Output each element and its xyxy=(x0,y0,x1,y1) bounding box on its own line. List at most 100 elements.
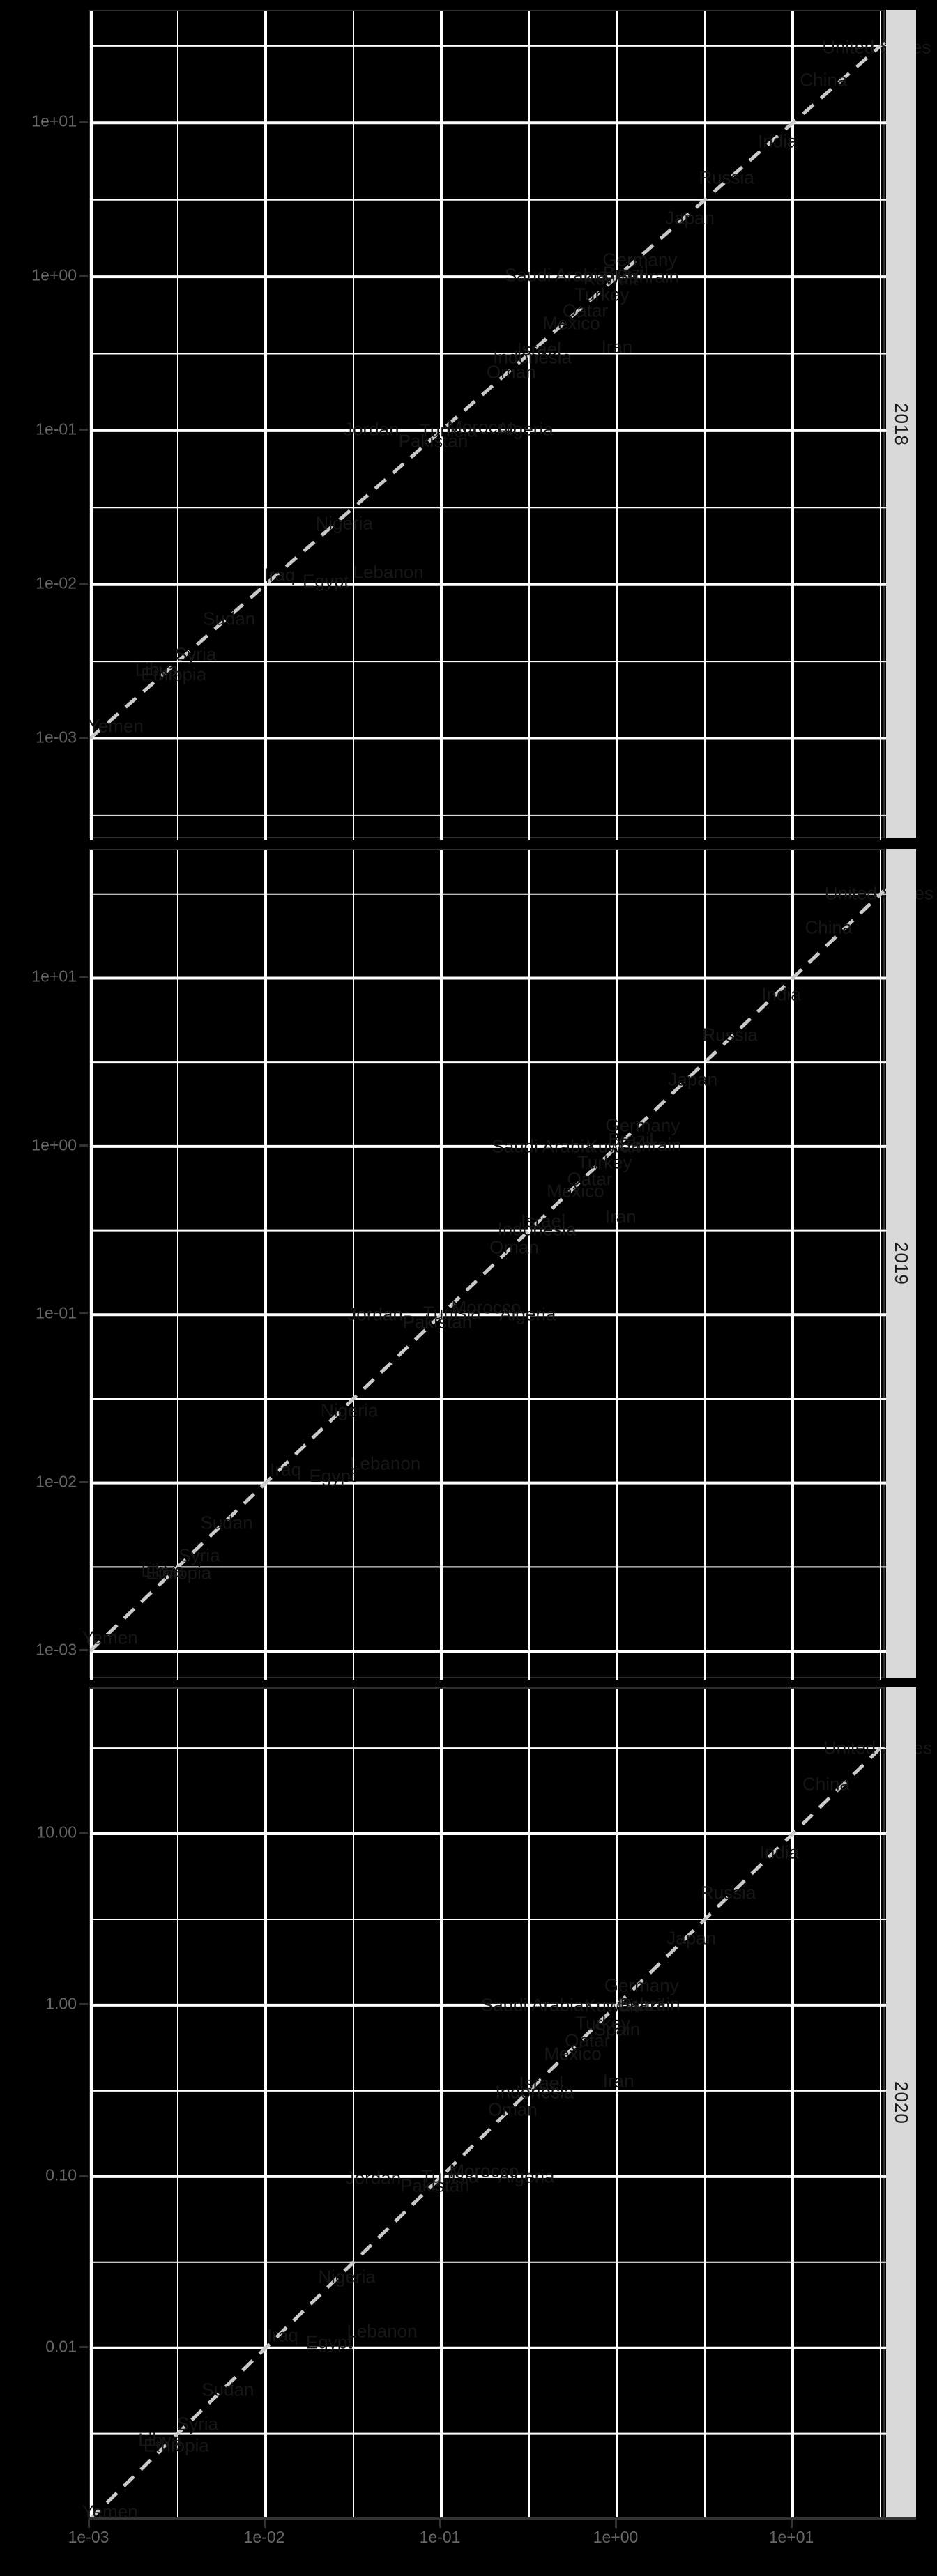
facet-strip-2019: 2019 xyxy=(886,849,916,1678)
country-point-label: Japan xyxy=(666,1927,717,1949)
y-axis-tick-mark xyxy=(79,1649,88,1652)
plot-panel-2018: Yemen Libya Ethiopia Syria Sudan Iraq Egypt Nig… xyxy=(88,10,931,840)
country-point-label: Israel xyxy=(517,338,561,360)
x-axis-tick-label: 1e+00 xyxy=(593,2528,639,2546)
plot-panel-2020: Yemen Libya Ethiopia Syria Sudan Iraq Egypt Nig… xyxy=(82,1687,932,2522)
y-axis-tick-mark xyxy=(79,2002,88,2005)
country-point-label: Kuwait xyxy=(584,1995,639,2016)
y-axis-tick-mark xyxy=(79,582,88,585)
country-point-label: Tunisia xyxy=(420,2165,479,2187)
x-axis-tick-label: 1e-01 xyxy=(419,2528,461,2546)
country-point-label: Yemen xyxy=(82,1627,138,1648)
country-point-label: Saudi Arabia xyxy=(504,264,608,286)
y-axis-tick-mark xyxy=(79,976,88,979)
facet-strip-2020: 2020 xyxy=(886,1687,916,2518)
y-axis-tick-label: 1e-01 xyxy=(36,1303,77,1322)
country-point-label: Lebanon xyxy=(353,561,424,583)
country-point-label: Algeria xyxy=(498,2165,555,2187)
country-point-label: Lebanon xyxy=(346,2320,418,2342)
x-axis-tick-label: 1e-02 xyxy=(243,2528,285,2546)
y-axis-tick-label: 1.00 xyxy=(45,1994,77,2013)
country-point-label: India xyxy=(761,983,801,1005)
y-axis-tick-label: 1e-03 xyxy=(36,728,77,746)
country-point-label: Pakistan xyxy=(398,430,468,452)
country-point-label: Egypt xyxy=(303,570,349,592)
country-point-label: Turkey xyxy=(574,284,630,305)
country-point-label: Jordan xyxy=(343,418,399,440)
x-axis-tick-mark xyxy=(264,2519,266,2528)
country-point-label: Iraq xyxy=(267,2324,298,2346)
country-point-label: Syria xyxy=(175,643,217,665)
country-point-label: Indonesia xyxy=(497,1218,577,1240)
panel-grid-svg xyxy=(90,850,886,1680)
country-point-label: Ethiopia xyxy=(146,1562,212,1584)
country-point-label: Pakistan xyxy=(402,1311,473,1333)
x-axis-tick-label: 1e-03 xyxy=(68,2528,109,2546)
y-axis-tick-label: 1e+00 xyxy=(31,1135,77,1154)
facet-strip-label: 2019 xyxy=(891,1242,912,1285)
country-point-label: Turkey xyxy=(577,1151,632,1173)
country-point-label: Mexico xyxy=(547,1180,604,1202)
plot-panel-2019: Yemen Libya Ethiopia Syria Sudan Iraq Egypt Nig… xyxy=(82,849,934,1680)
y-axis-tick-label: 1e-03 xyxy=(36,1640,77,1659)
country-point-label: Libya xyxy=(141,1560,185,1581)
country-point-label: Lebanon xyxy=(350,1452,421,1474)
y-axis-tick-mark xyxy=(79,2345,88,2348)
country-point-label: Syria xyxy=(178,1544,220,1566)
country-point-label: Russia xyxy=(699,167,754,188)
country-point-label: Tunisia xyxy=(419,420,478,441)
country-point-label: Pakistan xyxy=(399,2175,470,2196)
country-point-label: Kuwait xyxy=(586,1135,641,1157)
country-point-label: Algeria xyxy=(499,1303,556,1325)
y-axis-tick-mark xyxy=(79,2174,88,2177)
facet-strip-2018: 2018 xyxy=(886,10,916,838)
country-point-label: Jordan xyxy=(345,2167,402,2188)
country-point-label: Saudi Arabia xyxy=(492,1135,595,1157)
country-point-label: Egypt xyxy=(309,1465,356,1487)
x-axis-tick-mark xyxy=(88,2519,90,2528)
country-point-label: Indonesia xyxy=(495,2081,574,2103)
y-axis-tick-label: 1e+00 xyxy=(31,266,77,284)
country-point-label: Qatar xyxy=(567,1168,613,1190)
y-axis-tick-mark xyxy=(79,275,88,277)
country-point-label: Ethiopia xyxy=(143,2435,209,2456)
country-point-label: Sudan xyxy=(201,2379,254,2400)
country-point-label: Bahrain xyxy=(619,1134,682,1156)
identity-reference-line xyxy=(90,1741,886,2520)
country-point-label: Jordan xyxy=(347,1303,403,1325)
y-axis-tick-mark xyxy=(79,1480,88,1483)
y-axis-tick-mark xyxy=(79,121,88,123)
country-point-label: China xyxy=(802,1773,850,1795)
country-point-label: Kuwait xyxy=(583,268,638,289)
country-point-label: Bahrain xyxy=(616,266,680,287)
y-axis-tick-mark xyxy=(79,1832,88,1834)
y-axis-tick-mark xyxy=(79,736,88,739)
country-point-label: Saudi Arabia xyxy=(480,1994,584,2016)
country-point-label: Syria xyxy=(176,2413,219,2435)
country-point-label: Spain xyxy=(593,2018,641,2040)
country-point-label: India xyxy=(758,130,798,152)
country-point-label: Yemen xyxy=(82,2501,138,2522)
country-point-label: Qatar xyxy=(565,2030,611,2051)
country-point-label: Iran xyxy=(602,2070,634,2092)
country-point-label: United States xyxy=(824,882,934,904)
country-point-label: Iraq xyxy=(264,564,296,585)
country-point-label: Japan xyxy=(668,1068,718,1090)
country-point-label: Ethiopia xyxy=(141,664,207,685)
panel-grid-svg xyxy=(90,1689,886,2520)
country-point-label: India xyxy=(759,1841,800,1863)
country-point-label: Germany xyxy=(605,1114,680,1136)
country-point-label: Israel xyxy=(519,2072,563,2094)
country-point-label: Algeria xyxy=(496,418,554,440)
panel-grid-svg xyxy=(90,11,886,840)
country-point-label: Nigeria xyxy=(318,2266,376,2287)
country-point-label: Mexico xyxy=(544,2043,602,2064)
country-point-label: Iraq xyxy=(270,1459,302,1480)
country-point-label: Israel xyxy=(521,1210,565,1232)
country-point-label: Oman xyxy=(489,1236,539,1258)
country-point-label: China xyxy=(800,69,848,91)
x-axis-tick-mark xyxy=(791,2519,793,2528)
country-point-label: Nigeria xyxy=(321,1400,379,1421)
country-point-label: Brazil xyxy=(608,1128,654,1150)
